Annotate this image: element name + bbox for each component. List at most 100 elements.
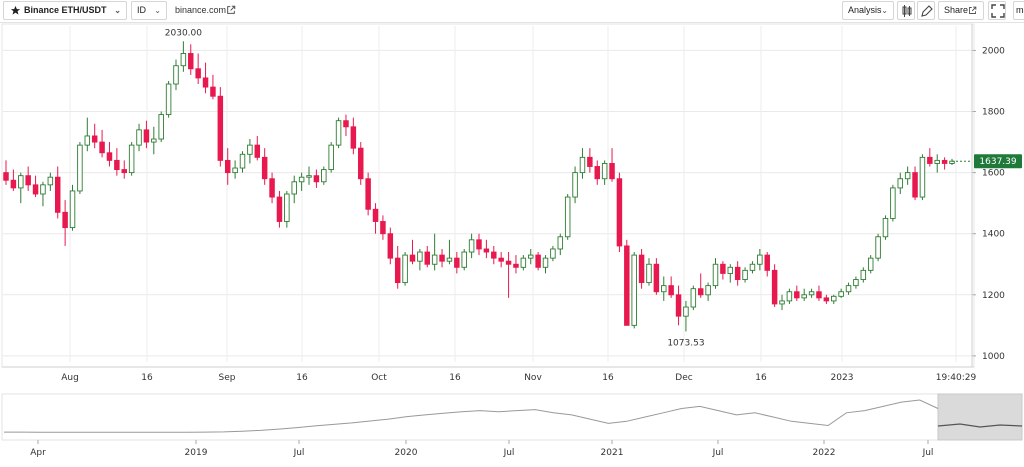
candle-down — [217, 95, 224, 161]
candle-down — [823, 297, 830, 302]
candle-down — [697, 288, 704, 296]
candle-up — [646, 263, 652, 284]
time-axis: Aug 16 Sep 16 Oct 16 Nov 16 Dec 16 2023 19:40:29 — [2, 366, 976, 383]
candle-down — [424, 251, 431, 265]
candle-up — [461, 251, 467, 268]
candle-up — [934, 159, 940, 164]
y-tick-label: 1600 — [982, 169, 1005, 179]
candlestick-chart[interactable]: 1000 1200 1400 1600 1800 2000 Aug 16 Sep 16 Oct 16… — [0, 22, 1024, 462]
interval-selector[interactable]: ID ⌄ — [131, 1, 167, 20]
candle-down — [358, 147, 364, 180]
candle-down — [106, 152, 113, 161]
candle-down — [638, 254, 645, 284]
candle-up — [402, 254, 408, 284]
low-price-label: 1073.53 — [667, 338, 704, 348]
candle-down — [587, 156, 593, 167]
candle-up — [564, 196, 571, 238]
candle-down — [616, 178, 623, 247]
candle-down — [927, 156, 933, 164]
candle-up — [579, 156, 586, 174]
candle-up — [542, 257, 549, 268]
candle-down — [483, 248, 490, 253]
share-button[interactable]: Share — [938, 1, 984, 20]
candle-down — [535, 254, 541, 268]
chart-area[interactable]: 1000 1200 1400 1600 1800 2000 Aug 16 Sep 16 Oct 16… — [0, 22, 1024, 462]
candle-down — [202, 77, 209, 88]
last-price-label: 1637.39 — [979, 157, 1016, 167]
candle-down — [794, 291, 800, 299]
navigator-label: Jul — [712, 448, 724, 458]
navigator-series-window — [937, 423, 1023, 428]
external-link-icon[interactable] — [226, 5, 236, 15]
candle-down — [372, 208, 379, 222]
candle-up — [77, 144, 83, 192]
candle-up — [712, 263, 719, 287]
chevron-down-icon: ⌄ — [154, 6, 161, 15]
candle-down — [771, 269, 778, 305]
fullscreen-button[interactable] — [988, 1, 1006, 20]
candles-icon — [902, 5, 912, 17]
candle-down — [343, 120, 349, 128]
x-tick-label: Sep — [219, 373, 236, 383]
candle-down — [261, 156, 268, 180]
candle-down — [91, 135, 98, 143]
navigator-series — [4, 399, 939, 433]
draw-button[interactable] — [917, 1, 935, 20]
candle-down — [313, 175, 320, 183]
navigator[interactable]: Apr 2019 Jul 2020 Jul 2021 Jul 2022 Jul — [1, 393, 1023, 458]
x-tick-label: 16 — [296, 373, 308, 383]
symbol-selector[interactable]: Binance ETH/USDT ⌄ — [3, 1, 127, 20]
candle-up — [321, 169, 327, 183]
candle-down — [513, 263, 519, 268]
candle-up — [165, 83, 172, 116]
candle-down — [224, 159, 231, 174]
candle-down — [380, 221, 386, 235]
navigator-window — [937, 393, 1023, 441]
ma-button[interactable]: ma — [1013, 1, 1024, 20]
x-tick-label: 16 — [449, 373, 461, 383]
indicators-button[interactable] — [897, 1, 915, 20]
y-tick-label: 1000 — [982, 352, 1005, 362]
candle-up — [446, 257, 453, 262]
candle-down — [734, 266, 741, 280]
y-tick-label: 1200 — [982, 291, 1005, 301]
candle-up — [801, 294, 807, 299]
y-tick-label: 1400 — [982, 230, 1005, 240]
navigator-label: Jul — [293, 448, 305, 458]
candle-up — [919, 156, 926, 198]
ma-label: ma — [1016, 5, 1024, 15]
candle-up — [417, 251, 423, 262]
candle-down — [624, 245, 630, 326]
candle-up — [158, 114, 164, 140]
navigator-label: 2020 — [395, 448, 418, 458]
candle-down — [121, 169, 127, 174]
candle-down — [653, 263, 660, 293]
candle-down — [99, 141, 105, 154]
source-link[interactable]: binance.com — [175, 5, 227, 15]
x-tick-label: 16 — [755, 373, 767, 383]
candle-up — [468, 239, 475, 253]
candle-up — [298, 176, 305, 183]
candle-down — [594, 166, 600, 180]
candle-down — [505, 260, 512, 265]
analysis-button[interactable]: Analysis ⌄ — [842, 1, 894, 20]
external-link-icon — [969, 6, 977, 14]
candle-up — [897, 178, 904, 189]
candle-up — [136, 129, 142, 146]
star-icon[interactable] — [10, 5, 21, 16]
candle-down — [816, 291, 822, 299]
candle-up — [557, 236, 564, 250]
candle-down — [254, 144, 261, 158]
candle-down — [195, 68, 201, 79]
x-tick-label: Aug — [61, 373, 79, 383]
candle-up — [232, 167, 238, 174]
candle-down — [387, 233, 394, 259]
analysis-label: Analysis — [848, 5, 882, 15]
chart-annotations: 2030.00 1073.53 1637.39 — [165, 28, 1022, 348]
symbol-label: Binance ETH/USDT — [24, 5, 107, 15]
candle-up — [845, 285, 852, 293]
candle-down — [269, 178, 275, 198]
candle-up — [683, 306, 689, 317]
pencil-icon — [921, 5, 933, 17]
candle-up — [831, 295, 837, 302]
